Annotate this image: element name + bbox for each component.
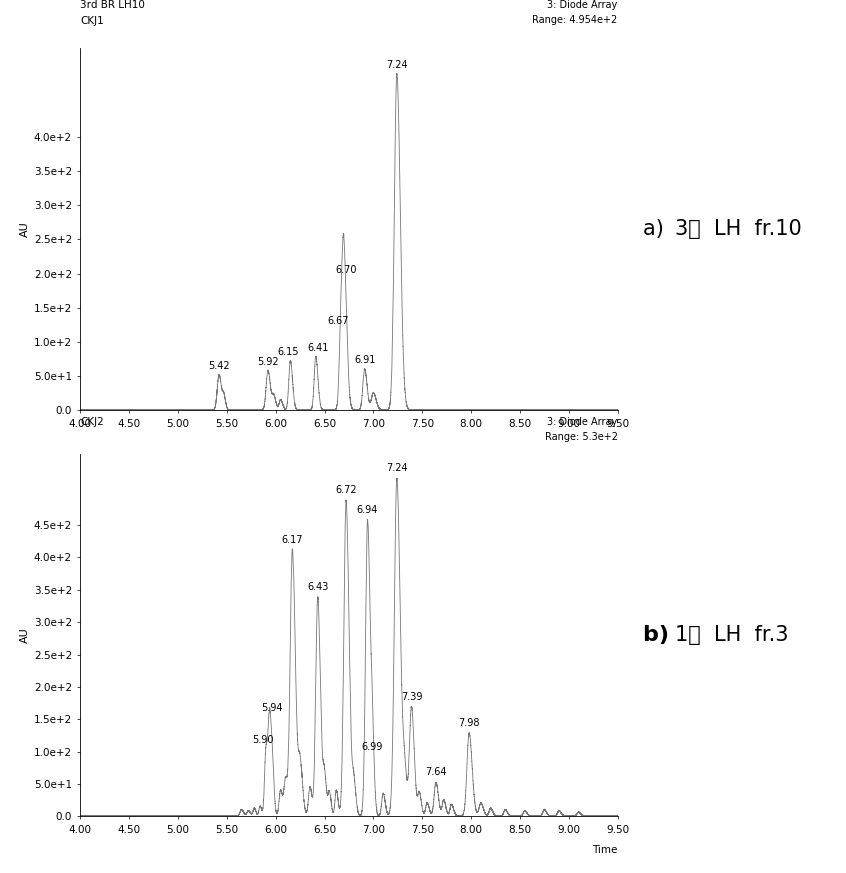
Text: CKJ2: CKJ2 (80, 417, 104, 427)
Text: 5.90: 5.90 (252, 735, 274, 745)
Text: 1차  LH  fr.3: 1차 LH fr.3 (675, 625, 788, 645)
Text: Range: 5.3e+2: Range: 5.3e+2 (545, 432, 618, 442)
Text: 3차  LH  fr.10: 3차 LH fr.10 (675, 219, 802, 239)
Text: 5.94: 5.94 (261, 703, 283, 712)
Text: Range: 4.954e+2: Range: 4.954e+2 (532, 15, 618, 24)
Text: 7.39: 7.39 (401, 692, 422, 703)
Text: a): a) (643, 219, 677, 239)
Text: 6.72: 6.72 (335, 485, 357, 495)
Y-axis label: AU: AU (19, 221, 30, 237)
Text: b): b) (643, 625, 684, 645)
Text: 6.17: 6.17 (282, 534, 303, 545)
Text: 6.67: 6.67 (327, 315, 349, 326)
Text: CKJ1: CKJ1 (80, 16, 104, 25)
Text: 7.98: 7.98 (459, 718, 480, 728)
Text: 3: Diode Array: 3: Diode Array (547, 0, 618, 10)
Text: 6.15: 6.15 (277, 347, 299, 357)
Text: Time: Time (592, 845, 618, 856)
Text: 3rd BR LH10: 3rd BR LH10 (80, 0, 146, 10)
Text: 3: Diode Array: 3: Diode Array (547, 417, 618, 427)
Text: 7.24: 7.24 (386, 60, 408, 70)
Text: 5.92: 5.92 (257, 356, 278, 367)
Y-axis label: AU: AU (19, 627, 30, 643)
Text: 5.42: 5.42 (208, 361, 230, 371)
Text: 6.91: 6.91 (354, 355, 376, 365)
Text: 7.24: 7.24 (386, 464, 408, 473)
Text: 7.64: 7.64 (426, 767, 447, 778)
Text: 6.99: 6.99 (362, 741, 383, 752)
Text: 6.41: 6.41 (307, 343, 328, 353)
Text: 6.94: 6.94 (357, 505, 378, 515)
Text: 6.43: 6.43 (307, 582, 328, 593)
Text: 6.70: 6.70 (335, 265, 357, 275)
